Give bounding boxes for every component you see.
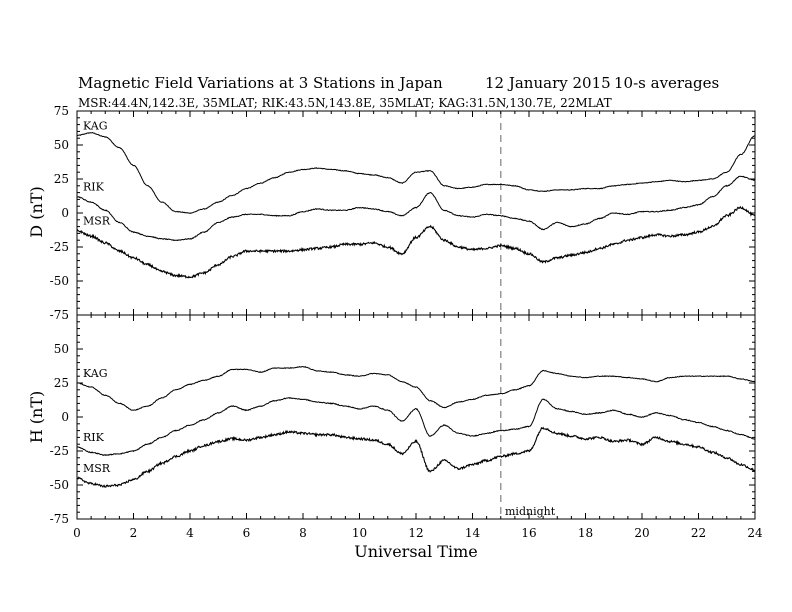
- h-series-label-rik: RIK: [83, 431, 105, 444]
- h-x-tick-label: 6: [243, 526, 251, 540]
- d-y-tick-label: 0: [61, 206, 69, 220]
- d-series-kag: [76, 132, 756, 214]
- h-x-tick-label: 24: [747, 526, 763, 540]
- h-x-tick-label: 16: [521, 526, 536, 540]
- d-series-label-rik: RIK: [83, 181, 105, 194]
- d-y-tick-label: -50: [50, 274, 69, 288]
- h-series-rik: [76, 396, 756, 457]
- d-series-label-kag: KAG: [83, 119, 108, 132]
- h-x-tick-label: 2: [130, 526, 138, 540]
- h-series-label-msr: MSR: [83, 462, 111, 475]
- h-x-tick-label: 4: [186, 526, 194, 540]
- h-y-tick-label: 25: [54, 376, 69, 390]
- x-axis-label: Universal Time: [354, 542, 477, 561]
- figure-date: 12 January 2015: [485, 74, 611, 92]
- station-coordinates: MSR:44.4N,142.3E, 35MLAT; RIK:43.5N,143.…: [78, 96, 612, 110]
- d-plot-frame: [76, 110, 756, 316]
- d-y-tick-label: -25: [50, 240, 69, 254]
- h-y-tick-label: -50: [50, 478, 69, 492]
- d-y-tick-label: -75: [50, 308, 69, 322]
- h-y-tick-label: 50: [54, 342, 69, 356]
- figure-averaging: 10-s averages: [614, 74, 719, 92]
- h-x-tick-label: 12: [408, 526, 423, 540]
- h-x-tick-label: 8: [299, 526, 307, 540]
- d-y-tick-label: 50: [54, 138, 69, 152]
- h-series-msr: [76, 426, 756, 488]
- h-x-tick-label: 20: [634, 526, 649, 540]
- h-x-tick-label: 18: [578, 526, 593, 540]
- h-x-tick-label: 0: [73, 526, 81, 540]
- d-panel: 75 50 25 0 -25 -50 -75 KAG RIK MSR: [50, 104, 756, 322]
- d-series-rik: [77, 175, 756, 242]
- h-x-tick-label: 14: [465, 526, 481, 540]
- h-x-tick-label: 10: [352, 526, 367, 540]
- h-series-kag: [76, 365, 756, 411]
- d-series-label-msr: MSR: [83, 215, 111, 228]
- h-plot-frame: [76, 314, 756, 520]
- d-y-tick-label: 75: [54, 104, 69, 118]
- d-series-msr: [76, 205, 756, 279]
- h-x-tick-label: 22: [691, 526, 706, 540]
- h-y-tick-label: -25: [50, 444, 69, 458]
- h-y-tick-label: -75: [50, 512, 69, 526]
- h-axis-label: H (nT): [27, 391, 46, 444]
- midnight-annotation: midnight: [505, 505, 556, 518]
- d-axis-label: D (nT): [27, 186, 46, 237]
- h-y-tick-label: 0: [61, 410, 69, 424]
- figure-title: Magnetic Field Variations at 3 Stations …: [78, 74, 443, 92]
- h-series-label-kag: KAG: [83, 367, 108, 380]
- d-y-tick-label: 25: [54, 172, 69, 186]
